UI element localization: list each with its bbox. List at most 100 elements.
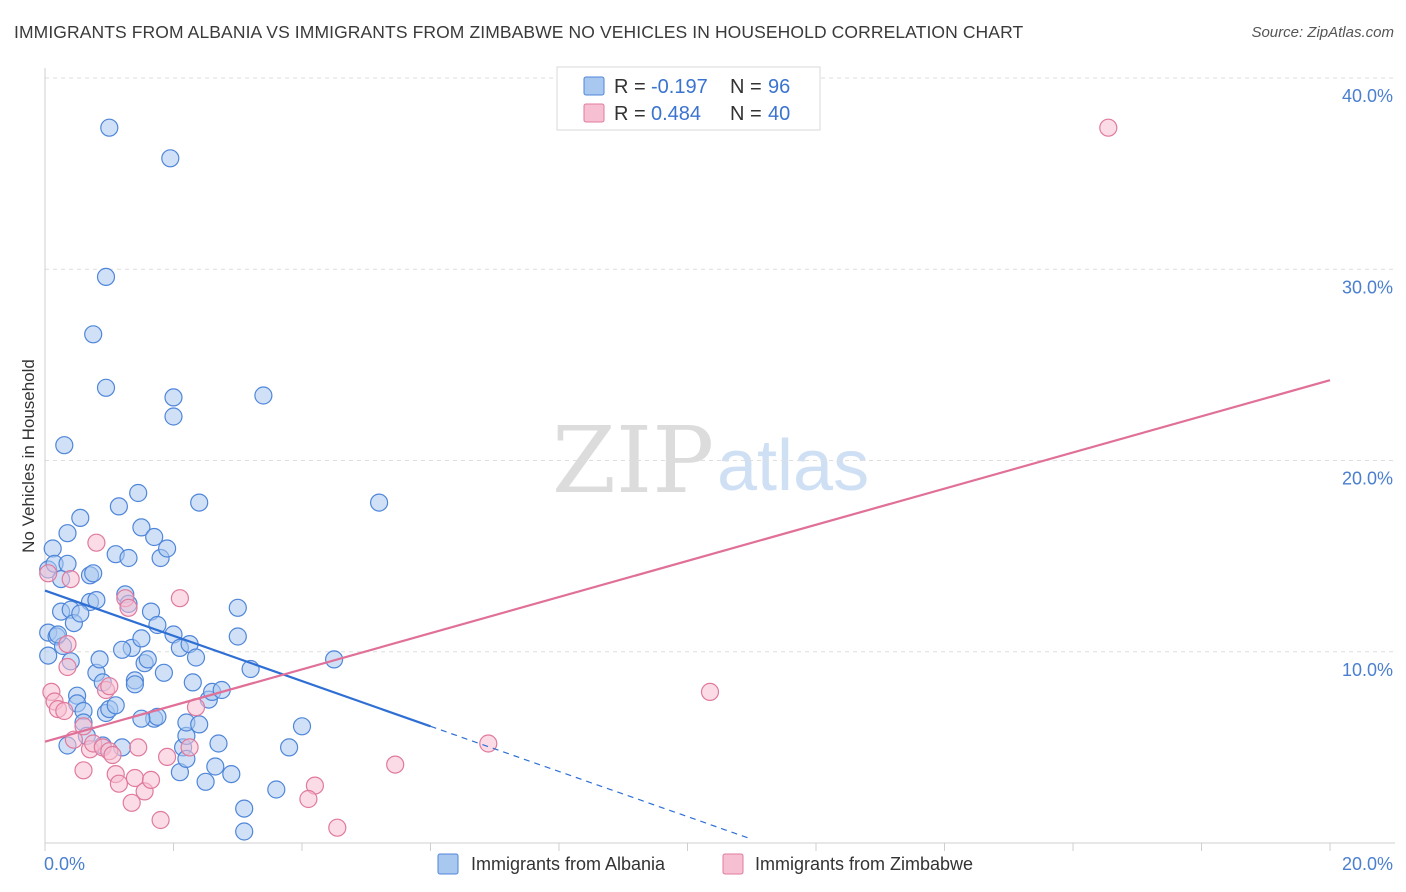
y-tick-label: 10.0% bbox=[1342, 660, 1393, 680]
data-point-albania bbox=[90, 650, 109, 669]
legend-albania-n-label: N = bbox=[730, 76, 762, 98]
data-point-albania bbox=[196, 772, 215, 791]
data-point-zimbabwe bbox=[299, 789, 318, 809]
data-point-albania bbox=[145, 527, 164, 547]
data-point-albania bbox=[58, 554, 77, 573]
axes bbox=[44, 68, 1395, 844]
data-point-albania bbox=[190, 493, 209, 512]
legend-albania-r-value: -0.197 bbox=[651, 76, 708, 98]
data-point-zimbabwe bbox=[58, 634, 77, 654]
data-point-albania bbox=[206, 757, 225, 776]
data-point-zimbabwe bbox=[103, 745, 122, 765]
data-point-albania bbox=[292, 717, 312, 736]
legend: R = -0.197 N = 96 R = 0.484 N = 40 bbox=[556, 66, 821, 131]
series-zimbabwe-points bbox=[39, 118, 1118, 837]
data-point-albania bbox=[209, 734, 228, 753]
y-gridlines bbox=[45, 77, 1395, 653]
data-point-albania bbox=[164, 388, 183, 407]
bottom-legend-albania-swatch bbox=[437, 853, 459, 875]
watermark: ZIP atlas bbox=[552, 407, 869, 514]
data-point-albania bbox=[43, 539, 62, 558]
data-point-albania bbox=[158, 539, 177, 558]
data-point-zimbabwe bbox=[58, 657, 77, 677]
data-point-albania bbox=[39, 646, 58, 665]
chart-title: IMMIGRANTS FROM ALBANIA VS IMMIGRANTS FR… bbox=[14, 22, 1024, 42]
trendlines bbox=[44, 379, 1331, 840]
data-point-zimbabwe bbox=[700, 682, 720, 702]
data-point-albania bbox=[58, 524, 77, 543]
data-point-albania bbox=[186, 648, 206, 667]
data-point-zimbabwe bbox=[180, 738, 199, 757]
data-point-zimbabwe bbox=[100, 677, 119, 696]
data-point-albania bbox=[55, 436, 74, 455]
data-point-albania bbox=[228, 627, 247, 646]
bottom-legend: Immigrants from Albania Immigrants from … bbox=[437, 853, 973, 875]
data-point-albania bbox=[132, 629, 151, 648]
data-point-zimbabwe bbox=[61, 569, 80, 589]
data-point-albania bbox=[119, 548, 138, 568]
data-point-zimbabwe bbox=[1099, 118, 1118, 137]
data-point-zimbabwe bbox=[74, 761, 93, 780]
legend-albania-swatch bbox=[583, 76, 605, 96]
data-point-zimbabwe bbox=[479, 734, 498, 753]
y-axis-tick-labels: 10.0% 20.0% 30.0% 40.0% bbox=[1342, 86, 1393, 680]
data-point-zimbabwe bbox=[151, 810, 170, 830]
y-tick-label: 20.0% bbox=[1342, 469, 1393, 489]
x-axis-ticks bbox=[44, 843, 1331, 851]
data-point-zimbabwe bbox=[122, 793, 141, 812]
data-point-zimbabwe bbox=[109, 774, 129, 793]
data-point-zimbabwe bbox=[119, 598, 138, 617]
trendline-albania-extrapolated bbox=[430, 725, 752, 840]
data-point-albania bbox=[96, 267, 116, 286]
data-point-albania bbox=[96, 378, 116, 397]
x-tick-label: 0.0% bbox=[44, 854, 85, 874]
series-albania-points bbox=[39, 118, 389, 841]
data-point-zimbabwe bbox=[39, 564, 58, 583]
data-point-albania bbox=[183, 673, 202, 692]
data-point-zimbabwe bbox=[158, 747, 177, 767]
watermark-atlas: atlas bbox=[717, 426, 869, 506]
data-point-albania bbox=[370, 493, 389, 512]
data-point-albania bbox=[222, 764, 241, 784]
bottom-legend-zimbabwe-label: Immigrants from Zimbabwe bbox=[755, 854, 973, 874]
data-point-albania bbox=[235, 799, 254, 818]
data-point-zimbabwe bbox=[170, 589, 189, 608]
data-point-albania bbox=[71, 604, 90, 623]
data-point-albania bbox=[129, 483, 148, 503]
legend-albania-n-value: 96 bbox=[768, 76, 790, 98]
data-point-zimbabwe bbox=[328, 818, 347, 837]
bottom-legend-albania-label: Immigrants from Albania bbox=[471, 854, 666, 874]
bottom-legend-zimbabwe-swatch bbox=[722, 853, 744, 875]
y-tick-label: 30.0% bbox=[1342, 277, 1393, 297]
chart-source: Source: ZipAtlas.com bbox=[1251, 24, 1394, 41]
data-point-albania bbox=[138, 650, 157, 669]
data-point-albania bbox=[161, 149, 180, 168]
trendline-zimbabwe bbox=[44, 379, 1331, 743]
legend-zimbabwe-r-label: R = bbox=[614, 103, 646, 125]
data-point-zimbabwe bbox=[87, 533, 106, 552]
data-point-albania bbox=[154, 663, 173, 682]
y-tick-label: 40.0% bbox=[1342, 86, 1393, 106]
data-point-albania bbox=[100, 118, 119, 137]
legend-zimbabwe-r-value: 0.484 bbox=[651, 103, 701, 125]
data-point-zimbabwe bbox=[129, 738, 148, 757]
data-point-zimbabwe bbox=[55, 701, 74, 721]
data-point-albania bbox=[84, 564, 103, 583]
legend-zimbabwe-n-value: 40 bbox=[768, 103, 790, 125]
data-point-albania bbox=[190, 715, 209, 734]
data-point-albania bbox=[164, 407, 183, 426]
data-point-albania bbox=[84, 325, 103, 344]
data-point-albania bbox=[132, 518, 151, 537]
y-axis-label: No Vehicles in Household bbox=[19, 359, 38, 553]
data-point-zimbabwe bbox=[386, 755, 405, 774]
data-point-albania bbox=[254, 386, 273, 405]
trendline-albania bbox=[44, 589, 431, 728]
data-point-albania bbox=[112, 640, 132, 659]
data-point-albania bbox=[228, 598, 247, 617]
data-point-albania bbox=[109, 497, 129, 516]
legend-albania-r-label: R = bbox=[614, 76, 646, 98]
legend-zimbabwe-n-label: N = bbox=[730, 103, 762, 125]
data-point-albania bbox=[125, 675, 144, 694]
x-tick-label: 20.0% bbox=[1342, 854, 1393, 874]
data-point-albania bbox=[267, 780, 286, 799]
